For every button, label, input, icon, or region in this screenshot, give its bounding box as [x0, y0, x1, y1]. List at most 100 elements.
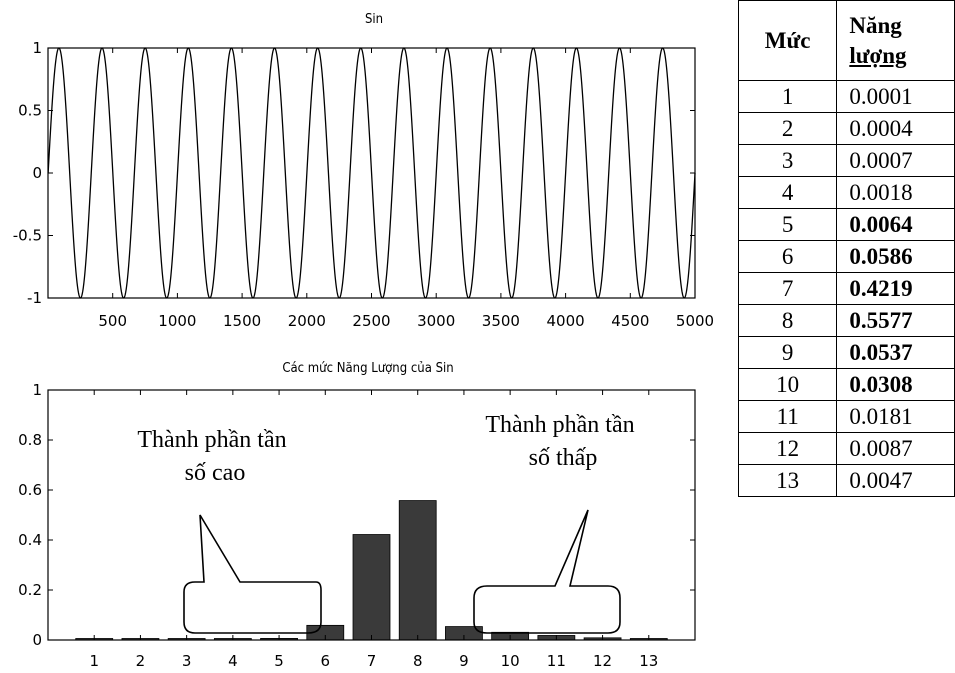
x-tick-label: 4000 [547, 312, 585, 330]
table-header-row: Mức Năng lượng [737, 0, 955, 81]
table-row: 4 0.0018 [737, 176, 955, 209]
callout-low-frequency: Thành phần tần số thấp [473, 412, 635, 634]
table-cell-energy: 0.0007 [836, 144, 955, 177]
x-tick-label: 3 [182, 652, 192, 670]
x-tick-label: 6 [321, 652, 331, 670]
table-cell-level: 4 [737, 176, 838, 209]
table-cell-energy: 0.0047 [836, 464, 955, 497]
x-tick-label: 500 [98, 312, 127, 330]
y-tick-label: 0 [32, 164, 42, 182]
table-row: 13 0.0047 [737, 464, 955, 497]
header-energy: Năng lượng [836, 0, 955, 81]
x-tick-label: 5 [274, 652, 284, 670]
energy-bars [75, 500, 668, 641]
table-row: 8 0.5577 [737, 304, 955, 337]
table-row: 1 0.0001 [737, 80, 955, 113]
energy-levels-table: Mức Năng lượng 1 0.0001 2 0.0004 3 0.0007 4 0.0… [737, 0, 955, 497]
x-tick-label: 8 [413, 652, 423, 670]
energy-bar [352, 534, 391, 641]
energy-table-body: 1 0.0001 2 0.0004 3 0.0007 4 0.0018 5 0.0064 6 0.05… [737, 80, 955, 497]
table-cell-level: 11 [737, 400, 838, 433]
table-cell-level: 6 [737, 240, 838, 273]
x-tick-label: 9 [459, 652, 469, 670]
header-energy-line2: lượng [849, 42, 907, 68]
table-row: 3 0.0007 [737, 144, 955, 177]
x-tick-label: 13 [639, 652, 658, 670]
x-tick-label: 3000 [417, 312, 455, 330]
x-tick-label: 10 [501, 652, 520, 670]
sine-chart: Sin 500 1000 1500 2000 2500 3000 3500 4000 4500 5… [13, 12, 714, 330]
table-row: 9 0.0537 [737, 336, 955, 369]
x-tick-label: 2000 [288, 312, 326, 330]
y-tick-label: 0.2 [18, 581, 42, 599]
energy-chart-title: Các mức Năng Lượng của Sin [282, 361, 453, 376]
y-tick-label: 0.5 [18, 102, 42, 120]
sine-chart-x-ticks: 500 1000 1500 2000 2500 3000 3500 4000 4500 5000 [98, 48, 714, 330]
header-level: Mức [737, 0, 838, 81]
y-tick-label: 0.4 [18, 531, 42, 549]
table-cell-energy: 0.0004 [836, 112, 955, 145]
table-cell-level: 2 [737, 112, 838, 145]
callout-high-frequency-line1: Thành phần tần [137, 427, 286, 453]
table-cell-level: 13 [737, 464, 838, 497]
x-tick-label: 1 [89, 652, 99, 670]
callout-high-frequency-line2: số cao [185, 460, 246, 486]
sine-chart-title: Sin [365, 12, 383, 27]
x-tick-label: 1500 [223, 312, 261, 330]
callout-low-frequency-line2: số thấp [529, 445, 598, 471]
callout-high-frequency-bracket [183, 514, 322, 634]
x-tick-label: 2 [136, 652, 146, 670]
x-tick-label: 2500 [352, 312, 390, 330]
table-cell-level: 3 [737, 144, 838, 177]
callout-low-frequency-line1: Thành phần tần [485, 412, 634, 438]
table-cell-energy: 0.0586 [836, 240, 955, 273]
x-tick-label: 4 [228, 652, 238, 670]
table-cell-level: 7 [737, 272, 838, 305]
table-cell-energy: 0.0001 [836, 80, 955, 113]
table-cell-energy: 0.0181 [836, 400, 955, 433]
table-cell-level: 5 [737, 208, 838, 241]
y-tick-label: 1 [32, 39, 42, 57]
x-tick-label: 4500 [611, 312, 649, 330]
sine-wave-line [47, 47, 696, 299]
y-tick-label: 1 [32, 381, 42, 399]
y-tick-label: -1 [27, 289, 42, 307]
table-cell-energy: 0.4219 [836, 272, 955, 305]
table-cell-level: 1 [737, 80, 838, 113]
table-cell-energy: 0.0064 [836, 208, 955, 241]
table-cell-level: 10 [737, 368, 838, 401]
table-cell-level: 12 [737, 432, 838, 465]
energy-chart-x-ticks: 1 2 3 4 5 6 7 8 9 10 11 12 13 [89, 390, 658, 670]
energy-bar [398, 500, 437, 641]
table-cell-energy: 0.0308 [836, 368, 955, 401]
energy-bar-chart: Các mức Năng Lượng của Sin 1 2 3 4 5 6 7 8 9 10 11… [18, 361, 696, 670]
x-tick-label: 7 [367, 652, 377, 670]
x-tick-label: 5000 [676, 312, 714, 330]
energy-chart-y-ticks: 1 0.8 0.6 0.4 0.2 0 [18, 381, 695, 649]
x-tick-label: 11 [547, 652, 566, 670]
sine-chart-y-ticks: 1 0.5 0 -0.5 -1 [13, 39, 695, 307]
table-cell-energy: 0.0537 [836, 336, 955, 369]
table-cell-energy: 0.0018 [836, 176, 955, 209]
table-row: 12 0.0087 [737, 432, 955, 465]
table-cell-level: 8 [737, 304, 838, 337]
x-tick-label: 12 [593, 652, 612, 670]
y-tick-label: 0.8 [18, 431, 42, 449]
table-row: 6 0.0586 [737, 240, 955, 273]
y-tick-label: -0.5 [13, 227, 42, 245]
table-cell-energy: 0.0087 [836, 432, 955, 465]
x-tick-label: 1000 [158, 312, 196, 330]
table-row: 7 0.4219 [737, 272, 955, 305]
callout-high-frequency: Thành phần tần số cao [137, 427, 322, 634]
table-cell-energy: 0.5577 [836, 304, 955, 337]
x-tick-label: 3500 [482, 312, 520, 330]
table-row: 5 0.0064 [737, 208, 955, 241]
y-tick-label: 0.6 [18, 481, 42, 499]
table-row: 10 0.0308 [737, 368, 955, 401]
y-tick-label: 0 [32, 631, 42, 649]
table-row: 2 0.0004 [737, 112, 955, 145]
table-row: 11 0.0181 [737, 400, 955, 433]
header-energy-line1: Năng [849, 12, 902, 38]
table-cell-level: 9 [737, 336, 838, 369]
